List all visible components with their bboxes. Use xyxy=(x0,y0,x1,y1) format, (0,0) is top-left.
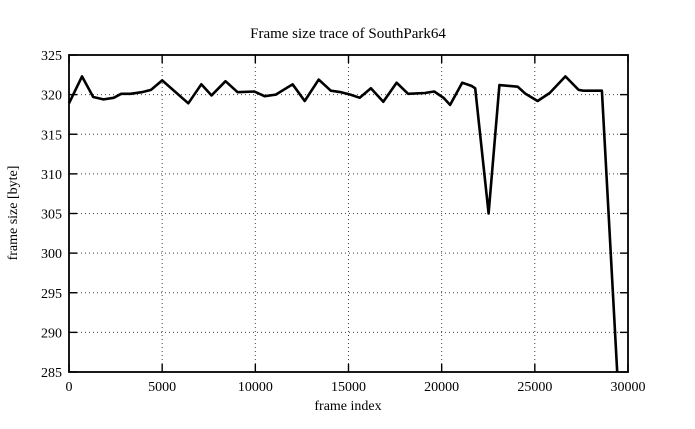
y-tick-label: 305 xyxy=(41,208,62,223)
y-tick-label: 300 xyxy=(41,247,62,262)
y-tick-label: 315 xyxy=(41,128,62,143)
x-tick-label: 10000 xyxy=(238,380,273,395)
y-tick-label: 325 xyxy=(41,49,62,64)
x-tick-label: 20000 xyxy=(424,380,459,395)
trace-line xyxy=(67,75,619,373)
y-axis-label: frame size [byte] xyxy=(6,166,21,261)
x-tick-label: 25000 xyxy=(517,380,552,395)
tick-marks-layer xyxy=(68,54,629,373)
grid-layer xyxy=(69,55,628,372)
y-tick-label: 285 xyxy=(41,366,62,381)
y-tick-label: 295 xyxy=(41,287,62,302)
x-axis-label: frame index xyxy=(314,399,381,414)
x-tick-label: 5000 xyxy=(148,380,176,395)
x-tick-label: 15000 xyxy=(331,380,366,395)
x-tick-label: 30000 xyxy=(611,380,646,395)
y-tick-label: 290 xyxy=(41,326,62,341)
chart-title: Frame size trace of SouthPark64 xyxy=(250,26,446,42)
y-tick-label: 320 xyxy=(41,89,62,104)
x-tick-label: 0 xyxy=(66,380,73,395)
plot-border xyxy=(68,54,629,373)
y-tick-label: 310 xyxy=(41,168,62,183)
tick-labels-layer: 0 5000 10000 15000 20000 25000 30000 285 290 295 3… xyxy=(41,49,646,395)
